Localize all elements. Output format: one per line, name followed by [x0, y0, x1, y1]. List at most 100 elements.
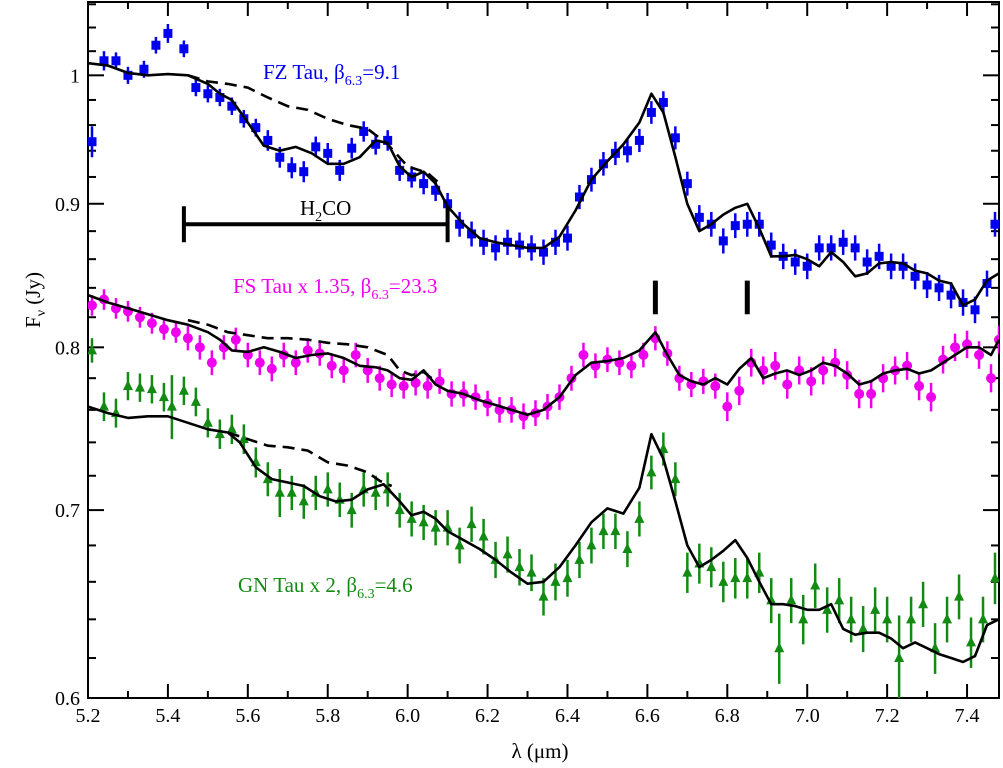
gn-tau-point: [858, 622, 869, 633]
fs-tau-point: [88, 300, 97, 311]
fs-tau-point: [182, 333, 193, 344]
gn-tau-point: [262, 473, 273, 484]
fz-tau-point: [850, 243, 860, 253]
fs-tau-point: [170, 327, 181, 338]
gn-tau-point: [990, 572, 999, 583]
fs-tau-dashed-line: [187, 318, 433, 380]
fz-tau-point: [742, 219, 752, 229]
fs-tau-point: [254, 357, 265, 368]
gn-tau-point: [742, 572, 753, 583]
y-tick-label: 0.7: [55, 500, 80, 522]
fs-tau-point: [578, 349, 589, 360]
gn-tau-point: [822, 603, 833, 614]
gn-tau-point: [670, 473, 681, 484]
x-tick-label: 7.2: [875, 705, 900, 727]
fs-tau-point: [926, 392, 937, 403]
fs-tau-point: [206, 357, 217, 368]
fz-tau-point: [455, 219, 465, 229]
fs-tau-point: [134, 312, 145, 323]
x-tick-label: 6.6: [635, 705, 660, 727]
gn-tau-point: [134, 381, 145, 392]
fz-tau-point: [910, 271, 920, 281]
fz-tau-point: [163, 28, 173, 38]
gn-tau-point: [98, 400, 109, 411]
fz-tau-point: [550, 237, 560, 247]
labels-layer: λ (μm) Fν (Jy) FZ Tau, β6.3=9.1 FS Tau x…: [21, 60, 569, 763]
gn-tau-point: [88, 344, 97, 355]
fs-tau-point: [974, 349, 985, 360]
fz-tau-point: [191, 83, 201, 93]
gn-tau-point: [526, 566, 537, 577]
gn-tau-label: GN Tau x 2, β6.3=4.6: [238, 573, 413, 602]
fz-tau-point: [111, 56, 121, 66]
fz-tau-point: [263, 135, 273, 145]
gn-tau-point: [166, 400, 177, 411]
fs-tau-point: [734, 385, 745, 396]
gn-tau-point: [430, 521, 441, 532]
fz-tau-point: [491, 243, 501, 253]
fs-tau-point: [302, 345, 313, 356]
gn-tau-point: [394, 504, 405, 515]
x-tick-label: 7.0: [795, 705, 820, 727]
fz-tau-point: [694, 212, 704, 222]
fs-tau-point: [194, 342, 205, 353]
fz-tau-point: [299, 167, 309, 177]
fs-tau-point: [146, 318, 157, 329]
y-tick-label: 0.6: [55, 688, 80, 710]
gn-tau-point: [774, 642, 785, 653]
fs-tau-point: [410, 377, 421, 388]
fz-tau-point: [730, 221, 740, 231]
gn-tau-point: [906, 613, 917, 624]
fz-tau-point: [139, 64, 149, 74]
gn-tau-point: [146, 383, 157, 394]
fz-tau-point: [383, 135, 393, 145]
fs-tau-point: [290, 357, 301, 368]
plot-area: [88, 24, 999, 698]
fs-tau-label: FS Tau x 1.35, β6.3=23.3: [233, 274, 437, 303]
fz-tau-point: [287, 163, 297, 173]
gn-tau-point: [706, 561, 717, 572]
fz-tau-point: [658, 97, 668, 107]
gn-tau-point: [550, 575, 561, 586]
fz-tau-point: [670, 133, 680, 143]
gn-tau-point: [466, 518, 477, 529]
x-tick-label: 5.2: [76, 705, 101, 727]
fz-tau-point: [335, 165, 345, 175]
fz-tau-series: [88, 24, 999, 324]
fz-tau-point: [990, 219, 999, 229]
gn-tau-point: [454, 539, 465, 550]
fz-tau-point: [359, 126, 369, 136]
gn-tau-point: [406, 512, 417, 523]
gn-tau-point: [190, 395, 201, 406]
h2co-label: H2CO: [300, 196, 351, 225]
gn-tau-point: [286, 486, 297, 497]
fz-tau-point: [862, 257, 872, 267]
fz-tau-point: [682, 179, 692, 189]
x-tick-label: 5.6: [235, 705, 260, 727]
fz-tau-point: [151, 40, 161, 50]
gn-tau-point: [622, 543, 633, 554]
x-tick-label: 6.0: [395, 705, 420, 727]
fz-tau-point: [431, 185, 441, 195]
gn-tau-point: [966, 636, 977, 647]
y-tick-label: 1: [70, 65, 80, 87]
gn-tau-point: [942, 613, 953, 624]
fz-tau-point: [898, 261, 908, 271]
fs-tau-point: [398, 381, 409, 392]
fs-tau-point: [266, 363, 277, 374]
fz-tau-point: [874, 251, 884, 261]
gn-tau-point: [202, 416, 213, 427]
fz-tau-point: [123, 70, 133, 80]
fz-tau-point: [970, 305, 980, 315]
fs-tau-point: [818, 365, 829, 376]
fz-tau-point: [766, 240, 776, 250]
gn-tau-point: [834, 594, 845, 605]
gn-tau-point: [598, 525, 609, 536]
gn-tau-point: [418, 516, 429, 527]
fs-tau-point: [710, 381, 721, 392]
gn-tau-point: [574, 553, 585, 564]
x-tick-label: 6.4: [555, 705, 580, 727]
fz-tau-point: [99, 56, 109, 66]
fs-tau-point: [350, 349, 361, 360]
x-tick-label: 6.8: [715, 705, 740, 727]
